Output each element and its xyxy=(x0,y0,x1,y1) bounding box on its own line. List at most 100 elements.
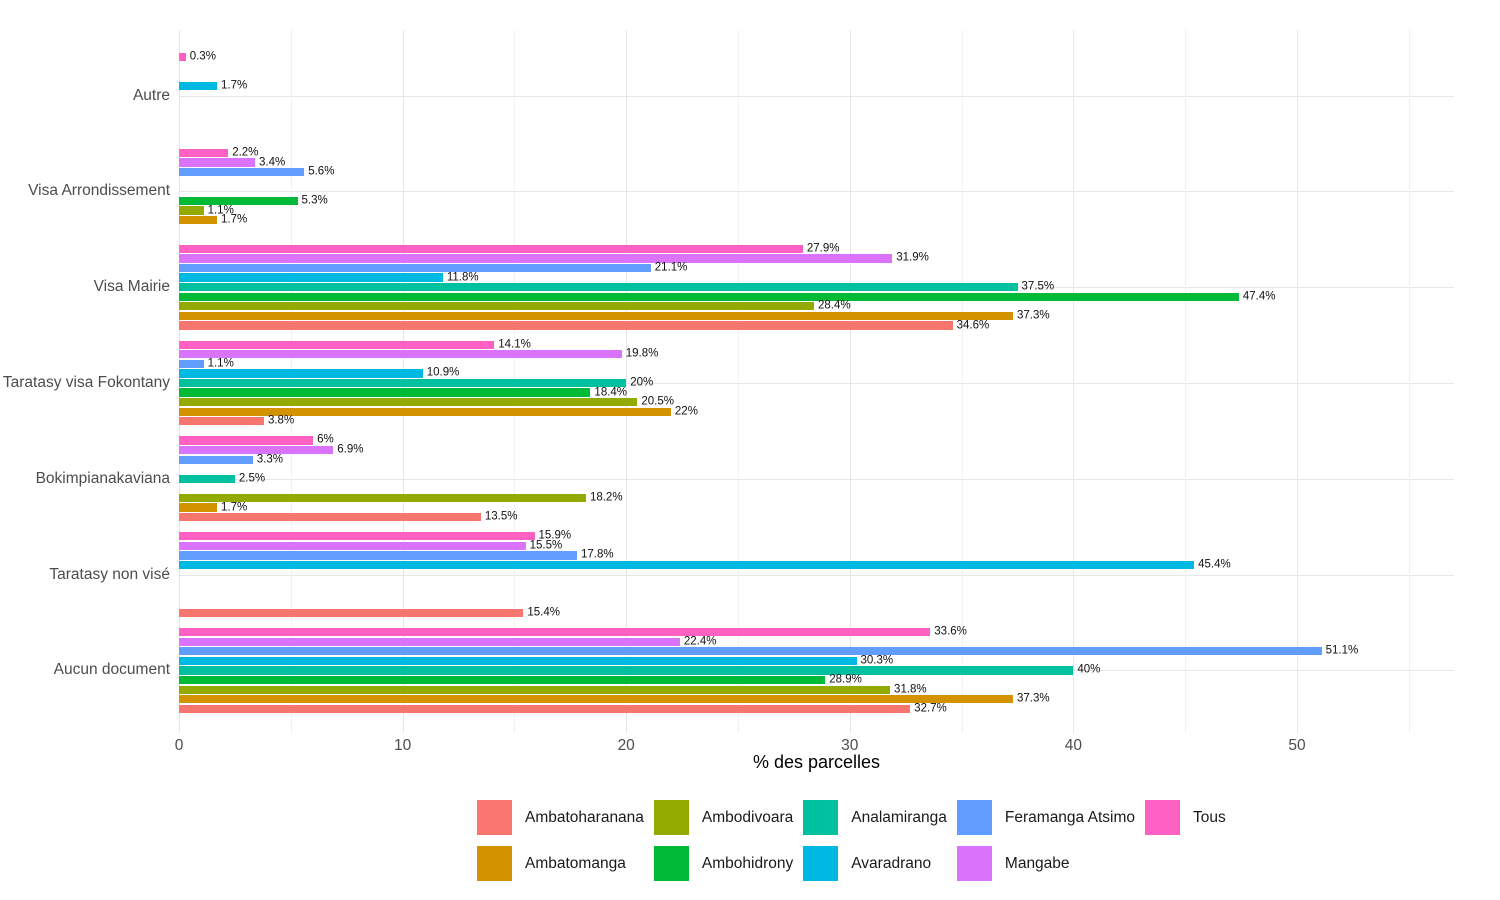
bar-value-label: 1.1% xyxy=(207,203,234,216)
bar-value-label: 37.3% xyxy=(1017,309,1050,322)
bar-value-label: 37.5% xyxy=(1021,280,1055,293)
legend-swatch xyxy=(653,800,689,835)
gridline-y-major xyxy=(179,191,1454,193)
bar-value-label: 17.8% xyxy=(581,548,614,561)
bar-value-label: 18.4% xyxy=(594,385,628,398)
bar-value-label: 3.8% xyxy=(267,414,295,427)
legend-item: Ambatomanga xyxy=(477,846,644,881)
bar-value-label: 51.1% xyxy=(1325,644,1359,657)
bar-value-label: 31.9% xyxy=(896,251,929,264)
bar xyxy=(179,445,334,455)
legend-item: Avaradrano xyxy=(803,846,947,881)
legend-swatch xyxy=(1145,800,1180,835)
bar-value-label: 21.1% xyxy=(654,261,688,274)
bar-value-label: 5.3% xyxy=(301,194,328,207)
legend-item: Tous xyxy=(1145,800,1226,835)
legend-label: Mangabe xyxy=(1004,854,1070,872)
x-axis-tick-label: 30 xyxy=(841,737,859,754)
bar xyxy=(179,455,253,464)
bar xyxy=(179,369,423,378)
bar-value-label: 20.5% xyxy=(641,395,674,408)
bar-value-label: 1.1% xyxy=(207,357,234,370)
bar xyxy=(179,359,204,368)
legend-item: Ambohidrony xyxy=(653,846,794,881)
legend-item: Ambatoharanana xyxy=(477,800,644,835)
bar-value-label: 1.7% xyxy=(221,500,248,513)
bar xyxy=(179,273,443,282)
legend-label: Tous xyxy=(1193,808,1226,826)
bar-value-label: 5.6% xyxy=(308,165,335,178)
y-axis-label: Taratasy non visé xyxy=(49,565,170,583)
y-axis-label: Taratasy visa Fokontany xyxy=(2,374,170,392)
x-axis-tick-label: 20 xyxy=(617,737,635,754)
y-axis-label: Visa Mairie xyxy=(93,278,170,296)
bar-value-label: 22.4% xyxy=(683,634,717,647)
gridline-x-minor xyxy=(1185,30,1187,733)
bar-value-label: 28.9% xyxy=(829,673,862,686)
bar xyxy=(179,637,680,646)
bar-value-label: 3.4% xyxy=(259,155,286,168)
bar-value-label: 18.2% xyxy=(589,491,623,504)
bar-value-label: 2.5% xyxy=(238,472,266,485)
bar-value-label: 22% xyxy=(674,404,698,417)
bar-value-label: 32.7% xyxy=(914,702,947,715)
legend-label: Ambatoharanana xyxy=(525,808,644,826)
bar xyxy=(179,551,577,560)
bar-value-label: 2.2% xyxy=(232,146,259,159)
bar-value-label: 14.1% xyxy=(498,337,531,350)
bar xyxy=(179,53,186,62)
bar-value-label: 33.6% xyxy=(934,625,967,638)
bar xyxy=(179,388,591,397)
y-axis-label: Bokimpianakaviana xyxy=(35,469,170,487)
bar-value-label: 15.9% xyxy=(538,529,572,542)
legend-label: Avaradrano xyxy=(851,854,932,872)
bar xyxy=(179,417,264,426)
bar xyxy=(179,628,931,637)
bar xyxy=(179,503,217,512)
x-axis-tick-label: 40 xyxy=(1064,737,1083,754)
bar xyxy=(179,675,826,685)
gridline-y-major xyxy=(179,478,1454,480)
bar xyxy=(179,340,495,349)
bar xyxy=(179,254,893,263)
bar-value-label: 31.8% xyxy=(894,682,927,695)
bar-value-label: 10.9% xyxy=(426,366,460,379)
bar xyxy=(179,244,803,253)
bar xyxy=(179,608,524,618)
bar xyxy=(179,302,815,311)
bar-value-label: 13.5% xyxy=(484,510,518,523)
bar xyxy=(179,541,526,550)
bar xyxy=(179,350,622,359)
legend-label: Ambohidrony xyxy=(701,854,794,872)
bar-value-label: 3.3% xyxy=(256,452,283,465)
gridline-x-major xyxy=(626,30,628,733)
bar xyxy=(179,407,671,416)
legend: Ambatoharanana Ambatomanga Ambodivoara Ambo… xyxy=(477,800,1226,881)
gridline-x-major xyxy=(849,30,851,733)
legend-column: Analamiranga Avaradrano xyxy=(803,800,947,881)
bar xyxy=(179,704,911,713)
bar xyxy=(179,263,651,273)
gridline-x-minor xyxy=(961,30,963,733)
legend-column: Ambodivoara Ambohidrony xyxy=(653,800,794,881)
bar xyxy=(179,292,1239,301)
legend-item: Feramanga Atsimo xyxy=(956,800,1135,835)
y-axis-label: Aucun document xyxy=(53,661,170,679)
bar xyxy=(179,474,235,483)
legend-label: Feramanga Atsimo xyxy=(1004,808,1135,826)
y-axis-label: Visa Arrondissement xyxy=(28,182,170,200)
legend-swatch xyxy=(956,800,992,835)
bar xyxy=(179,206,204,215)
legend-swatch xyxy=(477,846,512,881)
legend-swatch xyxy=(803,846,839,881)
legend-swatch xyxy=(803,800,839,835)
bar xyxy=(179,215,217,225)
legend-label: Ambatomanga xyxy=(525,854,626,872)
bar-value-label: 0.3% xyxy=(189,50,216,63)
x-axis-tick-label: 10 xyxy=(393,737,412,754)
bar-value-label: 15.4% xyxy=(527,606,560,619)
x-axis-title: % des parcelles xyxy=(752,752,881,772)
bar xyxy=(179,321,953,330)
bar-value-label: 37.3% xyxy=(1017,692,1050,705)
